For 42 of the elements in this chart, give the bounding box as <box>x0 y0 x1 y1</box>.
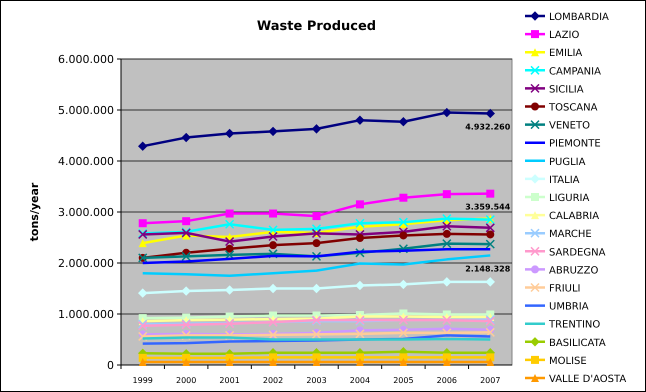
legend-label: TRENTINO <box>548 320 600 331</box>
legend-label: UMBRIA <box>549 302 589 313</box>
x-tick-label: 2004 <box>350 376 370 385</box>
legend-label: CAMPANIA <box>549 66 602 78</box>
legend-label: SICILIA <box>549 84 584 96</box>
legend-label: ITALIA <box>549 174 580 186</box>
legend-label: MOLISE <box>549 356 587 367</box>
x-tick-label: 2007 <box>480 376 500 385</box>
legend-label: VENETO <box>549 120 590 132</box>
data-label: 4.932.260 <box>465 122 511 132</box>
y-tick-label: 2.000.000 <box>58 257 114 270</box>
legend-label: PIEMONTE <box>549 138 601 150</box>
x-tick-label: 2000 <box>176 376 196 385</box>
data-label: 3.359.544 <box>465 202 511 212</box>
data-label: 2.148.328 <box>465 264 511 274</box>
legend-label: LIGURIA <box>549 193 590 204</box>
legend-label: ABRUZZO <box>549 265 598 276</box>
x-tick-label: 2006 <box>436 376 458 385</box>
x-tick-label: 2002 <box>262 376 284 385</box>
x-tick-label: 2005 <box>393 376 414 385</box>
legend-label: TOSCANA <box>548 102 598 114</box>
x-tick-label: 1999 <box>132 376 153 385</box>
legend-label: SARDEGNA <box>549 247 606 258</box>
y-tick-label: 5.000.000 <box>58 104 114 117</box>
legend-label: LOMBARDIA <box>549 12 610 23</box>
legend-label: MARCHE <box>549 229 592 240</box>
y-tick-label: 1.000.000 <box>58 308 114 321</box>
legend-label: LAZIO <box>549 30 580 42</box>
legend-label: CALABRIA <box>549 211 600 222</box>
legend-label: PUGLIA <box>549 156 586 168</box>
legend-label: EMILIA <box>549 48 582 60</box>
legend-label: BASILICATA <box>549 338 606 349</box>
legend-label: FRIULI <box>549 284 580 294</box>
y-tick-label: 4.000.000 <box>58 155 114 168</box>
chart-title: Waste Produced <box>256 19 376 34</box>
y-tick-label: 3.000.000 <box>58 206 114 219</box>
legend-label: VALLE D'AOSTA <box>549 374 626 385</box>
y-tick-label: 6.000.000 <box>58 53 114 66</box>
y-axis-title: tons/year <box>28 182 41 242</box>
x-tick-label: 2003 <box>306 376 327 385</box>
y-tick-label: 0 <box>107 359 114 372</box>
x-tick-label: 2001 <box>219 376 240 385</box>
